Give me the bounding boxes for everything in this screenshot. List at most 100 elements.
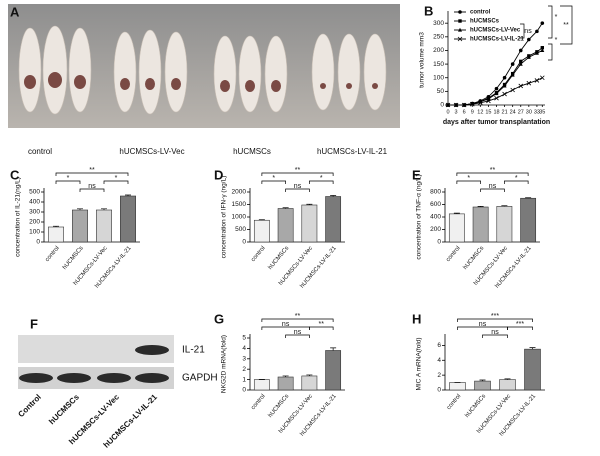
y-tick-label: 0 [36, 239, 40, 246]
band-label: IL-21 [182, 345, 205, 356]
bar [472, 206, 489, 243]
point [518, 61, 523, 66]
error-bar [306, 203, 313, 205]
y-tick-label: 50 [437, 88, 445, 95]
point [469, 101, 475, 107]
x-tick-label: 15 [485, 109, 491, 115]
y-tick-label: 800 [430, 189, 441, 196]
y-tick-label: 1000 [232, 214, 247, 221]
x-tick-label: hUCMSCs [268, 245, 291, 271]
x-tick-label: hUCMSCs [62, 245, 85, 271]
y-tick-label: 200 [433, 47, 444, 54]
x-tick-label: 35 [539, 109, 545, 115]
bar [474, 380, 491, 391]
sig-label: ** [89, 167, 95, 174]
bar [277, 376, 294, 391]
bar [499, 379, 516, 391]
y-tick-label: 0 [440, 102, 444, 109]
point [540, 21, 545, 25]
error-bar [306, 374, 313, 376]
panel-label: D [214, 167, 223, 182]
tumors [24, 72, 378, 92]
sig-label: *** [491, 313, 499, 320]
x-tick-label: 27 [518, 109, 524, 115]
sig-bracket [261, 172, 334, 176]
point [453, 102, 459, 108]
group-label: hUCMSCs-LV-IL-21 [317, 147, 388, 156]
sig-bracket [457, 318, 533, 322]
point [494, 86, 499, 91]
error-bar [53, 225, 59, 227]
sig-label: ns [88, 183, 96, 190]
bar [253, 219, 270, 243]
sig-bracket [285, 188, 310, 192]
x-tick-label: control [250, 393, 266, 411]
point [461, 102, 467, 108]
y-tick-label: 0 [242, 387, 246, 394]
y-tick-label: 200 [29, 219, 40, 226]
legend-label: hUCMSCs [470, 19, 500, 25]
photo-panel: A control hUCMSCs-LV-Vec hUCMSCs hUCMSCs… [8, 4, 400, 156]
sig-label: ** [295, 313, 301, 320]
error-bar [77, 208, 83, 210]
y-tick-label: 600 [430, 201, 441, 208]
y-axis-label: concentration of IFN-γ (ng/L) [221, 176, 228, 259]
y-tick-label: 400 [430, 214, 441, 221]
y-axis-label: NKG2D mRNA(fold) [221, 335, 228, 393]
bar [72, 209, 88, 243]
legend-marker [458, 10, 462, 14]
point [540, 75, 545, 81]
legend-marker [458, 19, 462, 23]
mice [18, 25, 387, 115]
error-bar [330, 195, 337, 197]
band [97, 373, 131, 383]
band [135, 345, 169, 355]
sig-label: ns [524, 28, 532, 35]
bar [48, 226, 64, 243]
y-tick-label: 3 [242, 356, 246, 363]
x-tick-label: control [250, 245, 266, 263]
y-tick-label: 4 [242, 345, 246, 352]
band [57, 373, 91, 383]
sig-label: ** [319, 321, 325, 328]
sig-bracket [261, 180, 286, 184]
x-tick-label: control [445, 245, 461, 263]
point [526, 80, 532, 86]
band-label: GAPDH [182, 373, 218, 384]
legend-marker [457, 36, 463, 42]
x-tick-label: 12 [477, 109, 483, 115]
sig-label: ns [479, 321, 487, 328]
sig-bracket [309, 326, 334, 330]
sig-label: ** [295, 167, 301, 174]
sig-bracket [261, 318, 334, 322]
y-tick-label: 1 [242, 376, 246, 383]
point [510, 72, 515, 77]
y-axis-label: concentration of TNF-α (ng/L) [416, 174, 423, 259]
y-tick-label: 6 [437, 342, 441, 349]
x-tick-label: control [45, 245, 61, 263]
error-bar [282, 207, 289, 209]
y-tick-label: 300 [433, 20, 444, 27]
sig-label: ns [294, 183, 302, 190]
point [502, 83, 507, 88]
sig-label: * [555, 37, 558, 44]
bar [301, 204, 318, 243]
error-bar [529, 347, 536, 350]
y-tick-label: 2000 [232, 189, 247, 196]
point [540, 46, 545, 50]
error-bar [282, 375, 289, 377]
panel-label: G [214, 311, 224, 326]
y-tick-label: 250 [433, 34, 444, 41]
error-bar [504, 378, 511, 380]
sig-label: *** [516, 321, 524, 328]
y-tick-label: 300 [29, 209, 40, 216]
sig-bracket [482, 334, 508, 338]
y-tick-label: 0 [437, 387, 441, 394]
y-tick-label: 2 [437, 372, 441, 379]
sig-label: * [467, 175, 470, 182]
y-tick-label: 100 [29, 229, 40, 236]
band [135, 373, 169, 383]
sig-label: * [115, 175, 118, 182]
point [535, 29, 539, 34]
